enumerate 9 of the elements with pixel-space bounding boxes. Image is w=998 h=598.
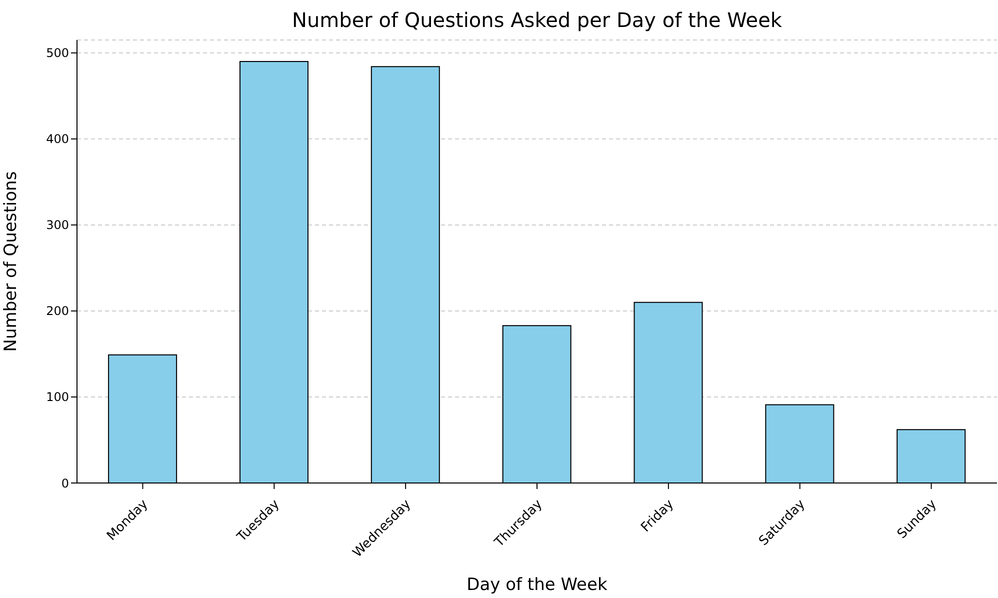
y-tick-label: 400 <box>46 132 69 146</box>
y-tick-label: 200 <box>46 304 69 318</box>
y-axis-title: Number of Questions <box>1 171 22 352</box>
x-axis-title: Day of the Week <box>466 575 608 595</box>
y-tick-label: 0 <box>61 476 69 490</box>
y-tick-label: 100 <box>46 390 69 404</box>
y-tick-label: 500 <box>46 46 69 60</box>
chart-title: Number of Questions Asked per Day of the Week <box>291 8 783 32</box>
y-tick-label: 300 <box>46 218 69 232</box>
